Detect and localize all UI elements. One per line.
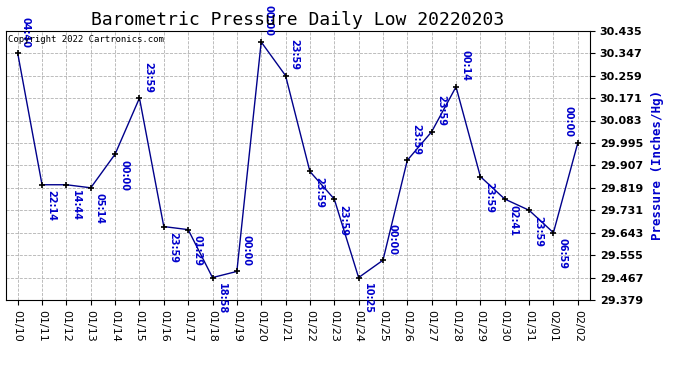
Text: 23:59: 23:59 [314, 177, 324, 208]
Text: 14:44: 14:44 [70, 190, 81, 221]
Text: 06:59: 06:59 [558, 238, 568, 269]
Text: 00:14: 00:14 [460, 50, 470, 81]
Text: 00:00: 00:00 [387, 224, 397, 255]
Text: 05:14: 05:14 [95, 194, 105, 224]
Text: 00:00: 00:00 [241, 235, 251, 266]
Text: 23:59: 23:59 [436, 95, 446, 126]
Y-axis label: Pressure (Inches/Hg): Pressure (Inches/Hg) [651, 90, 664, 240]
Text: 00:00: 00:00 [119, 160, 129, 191]
Text: Copyright 2022 Cartronics.com: Copyright 2022 Cartronics.com [8, 35, 164, 44]
Text: 04:40: 04:40 [21, 16, 30, 48]
Text: 18:58: 18:58 [217, 283, 227, 314]
Text: 01:29: 01:29 [193, 235, 202, 266]
Text: 23:59: 23:59 [411, 124, 422, 155]
Text: 00:00: 00:00 [264, 5, 274, 36]
Text: 00:00: 00:00 [564, 106, 574, 137]
Text: 23:59: 23:59 [338, 205, 348, 236]
Text: 22:14: 22:14 [46, 190, 56, 221]
Text: 23:59: 23:59 [168, 232, 178, 263]
Text: 23:59: 23:59 [533, 216, 543, 247]
Text: 23:59: 23:59 [144, 62, 154, 93]
Text: 23:59: 23:59 [290, 39, 299, 70]
Text: 23:59: 23:59 [484, 182, 495, 213]
Title: Barometric Pressure Daily Low 20220203: Barometric Pressure Daily Low 20220203 [91, 11, 504, 29]
Text: 10:25: 10:25 [363, 283, 373, 314]
Text: 02:41: 02:41 [509, 205, 519, 236]
